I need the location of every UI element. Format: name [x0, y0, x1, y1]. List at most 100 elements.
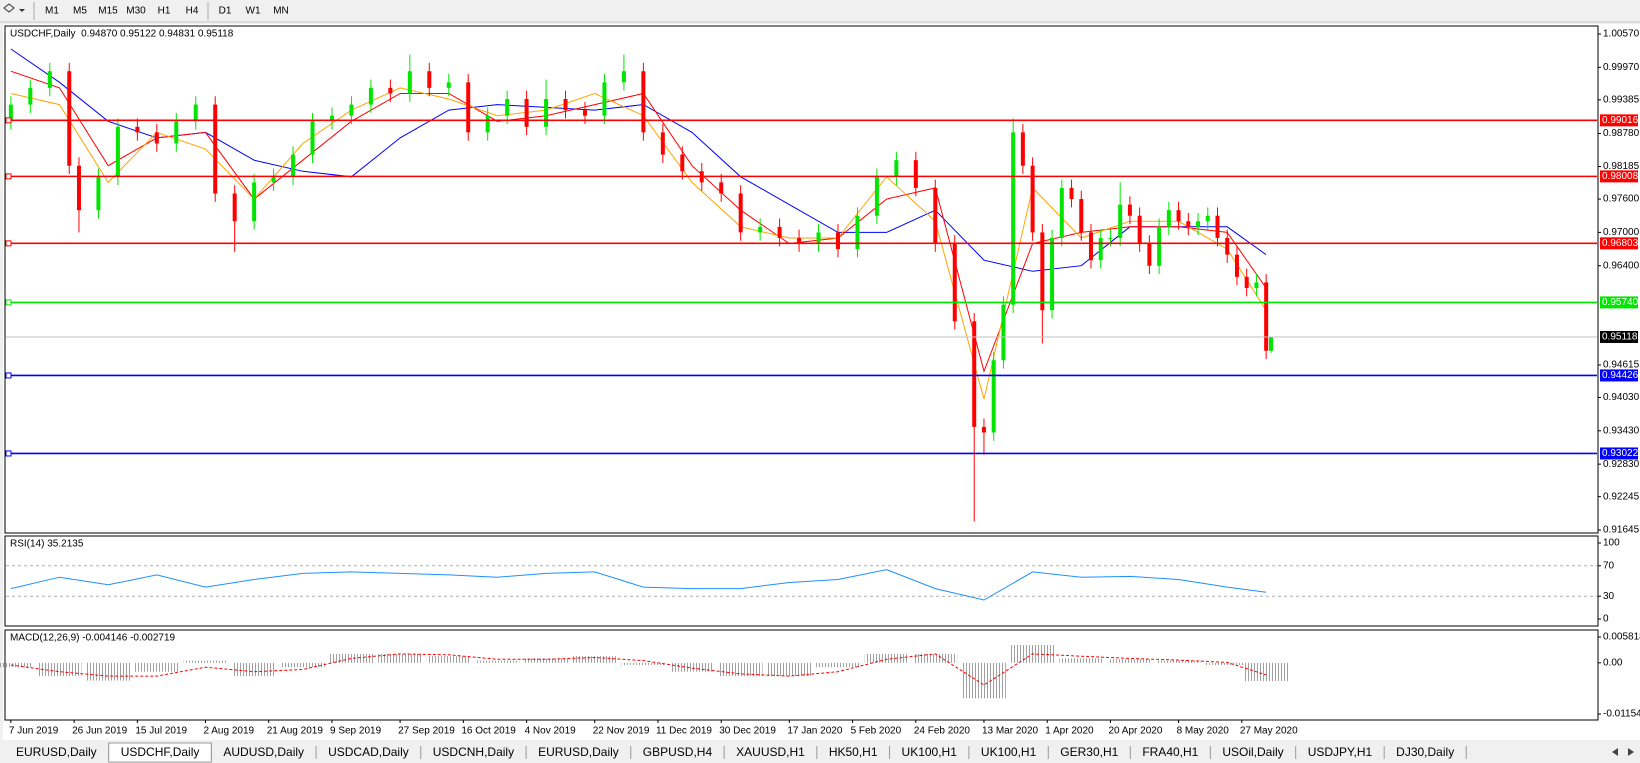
- panel-frame: [4, 535, 1599, 627]
- tab-label[interactable]: XAUUSD,H1: [736, 745, 805, 759]
- candle-body: [933, 187, 938, 244]
- candle-body: [213, 104, 218, 194]
- tab-scroll-left[interactable]: [1612, 748, 1618, 756]
- level-label: 0.95740: [1602, 297, 1639, 308]
- candle-body: [952, 243, 957, 322]
- histogram-bar: [767, 662, 812, 677]
- panel-title: RSI(14) 35.2135: [10, 539, 84, 550]
- candle-body: [777, 226, 782, 238]
- candle-body: [981, 426, 986, 433]
- candle-body: [602, 82, 607, 116]
- histogram-bar: [718, 662, 763, 677]
- tab-label[interactable]: EURUSD,Daily: [538, 745, 619, 759]
- tab-label[interactable]: USDCNH,Daily: [433, 745, 514, 759]
- last-price-tag: [1600, 330, 1638, 343]
- candle-body: [544, 99, 549, 127]
- tab-scroll-right[interactable]: [1628, 748, 1634, 756]
- histogram-bar: [426, 656, 471, 663]
- timeframe-button[interactable]: M1: [45, 6, 59, 17]
- candle-body: [135, 126, 140, 133]
- timeframe-button[interactable]: D1: [219, 6, 232, 17]
- panel-frame: [4, 629, 1599, 721]
- x-tick-label: 17 Jan 2020: [787, 726, 842, 737]
- candle-body: [524, 99, 529, 127]
- level-tag: [1600, 114, 1638, 127]
- tab-label[interactable]: USOil,Daily: [1222, 745, 1283, 759]
- level-label: 0.94426: [1602, 370, 1639, 381]
- candle-body: [28, 87, 33, 105]
- level-handle: [5, 117, 12, 124]
- candle-body: [505, 99, 510, 116]
- tab-bar: [0, 742, 1640, 763]
- histogram-bar: [864, 653, 909, 663]
- x-tick-label: 7 Jun 2019: [9, 726, 59, 737]
- candle-body: [738, 193, 743, 233]
- tab-label[interactable]: UK100,H1: [902, 745, 958, 759]
- timeframe-button[interactable]: H4: [186, 6, 199, 17]
- toolbar: [0, 0, 1640, 22]
- candle-body: [1186, 221, 1191, 227]
- x-tick-label: 1 Apr 2020: [1045, 726, 1094, 737]
- tab-label[interactable]: USDCHF,Daily: [121, 745, 200, 759]
- level-tag: [1600, 447, 1638, 460]
- timeframe-button[interactable]: M30: [126, 6, 146, 17]
- candle-body: [1254, 282, 1259, 288]
- candle-body: [1176, 210, 1181, 222]
- candle-body: [291, 154, 296, 177]
- tab-label[interactable]: HK50,H1: [829, 745, 878, 759]
- timeframe-button[interactable]: M15: [98, 6, 118, 17]
- panel-title: USDCHF,Daily 0.94870 0.95122 0.94831 0.9…: [10, 29, 234, 40]
- tab-label[interactable]: GER30,H1: [1060, 745, 1118, 759]
- toolbar-dropdown[interactable]: [19, 9, 25, 12]
- histogram-bar: [1244, 662, 1289, 682]
- timeframe-button[interactable]: M5: [73, 6, 87, 17]
- x-tick-label: 27 Sep 2019: [398, 726, 455, 737]
- timeframe-button[interactable]: MN: [273, 6, 289, 17]
- histogram-bar: [524, 658, 568, 663]
- x-tick-label: 11 Dec 2019: [656, 726, 712, 737]
- candle-body: [1225, 237, 1230, 255]
- level-tag: [1600, 296, 1638, 309]
- tab-label[interactable]: USDJPY,H1: [1308, 745, 1373, 759]
- y-tick-label: 0.99385: [1603, 94, 1640, 105]
- tab-label[interactable]: DJ30,Daily: [1396, 745, 1454, 759]
- y-tick-label: 0.96400: [1603, 260, 1640, 271]
- candle-body: [193, 104, 198, 122]
- y-tick-label: 0.98780: [1603, 128, 1640, 139]
- candle-body: [1069, 187, 1074, 200]
- tab-label[interactable]: AUDUSD,Daily: [223, 745, 304, 759]
- x-tick-label: 9 Sep 2019: [330, 726, 382, 737]
- tab-label[interactable]: UK100,H1: [981, 745, 1037, 759]
- toolbar-icon[interactable]: [3, 3, 15, 13]
- level-tag: [1600, 369, 1638, 382]
- tab-label[interactable]: FRA40,H1: [1142, 745, 1198, 759]
- histogram-bar: [621, 662, 666, 666]
- panel-title: MACD(12,26,9) -0.004146 -0.002719: [10, 633, 176, 644]
- tab-label[interactable]: EURUSD,Daily: [16, 745, 97, 759]
- candle-body: [1108, 237, 1113, 239]
- timeframe-button[interactable]: H1: [158, 6, 171, 17]
- candle-body: [96, 176, 101, 211]
- y-tick-label: 100: [1603, 538, 1620, 549]
- candle-body: [1079, 199, 1084, 233]
- histogram-bar: [329, 653, 374, 663]
- y-tick-label: 0.97000: [1603, 227, 1640, 238]
- timeframe-button[interactable]: W1: [246, 6, 261, 17]
- x-tick-label: 20 Apr 2020: [1108, 726, 1162, 737]
- histogram-bar: [962, 662, 1006, 699]
- candle-body: [758, 226, 763, 233]
- level-tag: [1600, 237, 1638, 250]
- indicator-line: [10, 569, 1267, 601]
- x-tick-label: 8 May 2020: [1177, 726, 1230, 737]
- candle-body: [1020, 132, 1025, 166]
- histogram-bar: [378, 653, 422, 663]
- level-label: 0.96803: [1602, 238, 1639, 249]
- candle-body: [1205, 215, 1210, 222]
- level-handle: [5, 299, 12, 306]
- tab-label[interactable]: GBPUSD,H4: [643, 745, 713, 759]
- candle-body: [835, 232, 840, 250]
- candle-body: [349, 104, 354, 116]
- candle-body: [47, 71, 52, 88]
- tab-label[interactable]: USDCAD,Daily: [328, 745, 409, 759]
